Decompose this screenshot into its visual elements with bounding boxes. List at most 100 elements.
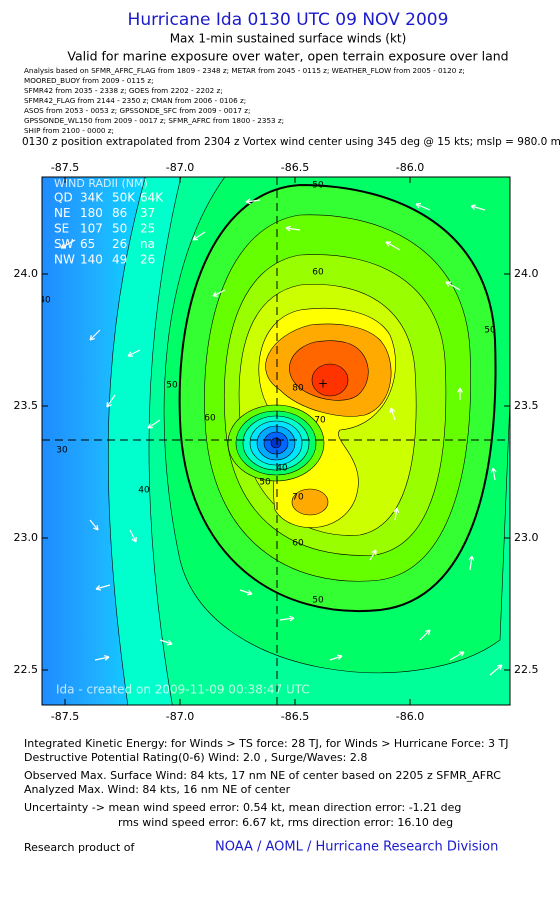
wind-arrow xyxy=(468,555,475,571)
wind-arrow xyxy=(159,639,173,646)
axes: -87.5 -87.5 -87.0 -87.0 -86.5 -86.5 -86.0 -86.0… xyxy=(14,161,539,723)
wind-arrow xyxy=(212,289,226,297)
max-marker: + xyxy=(318,377,328,391)
footer: Integrated Kinetic Energy: for Winds > T… xyxy=(24,737,509,829)
wind-arrow xyxy=(245,198,261,205)
contour-labels: 50 60 50 60 70 80 40 50 70 60 50 50 40 30 40 xyxy=(39,181,496,606)
radii-cell: SE xyxy=(54,222,69,236)
org[interactable]: NOAA / AOML / Hurricane Research Divisio… xyxy=(215,840,498,855)
wind-arrow xyxy=(95,584,111,591)
position-note: 0130 z position extrapolated from 2304 z… xyxy=(22,136,560,148)
wind-arrow xyxy=(285,225,301,232)
contour-label: 60 xyxy=(204,414,216,424)
y-tick-label: 23.5 xyxy=(514,399,539,412)
radii-cell: 26 xyxy=(112,237,127,251)
wind-arrow xyxy=(369,549,377,561)
radii-cell: NE xyxy=(54,206,71,220)
source-line: GPSSONDE_WL150 from 2009 - 0017 z; SFMR_… xyxy=(24,116,284,125)
y-tick-label: 23.0 xyxy=(14,531,39,544)
wind-arrow xyxy=(94,655,110,661)
wind-arrow xyxy=(419,629,431,641)
y-tick-label: 23.0 xyxy=(514,531,539,544)
contour-label: 30 xyxy=(56,446,68,456)
radii-cell: 25 xyxy=(140,222,155,236)
source-line: ASOS from 2053 - 0053 z; GPSSONDE_SFC fr… xyxy=(24,106,250,115)
contour-label: 50 xyxy=(166,381,178,391)
radii-cell: SW xyxy=(54,237,74,251)
wind-radii-table: WIND RADII (NM)QD 34K 50K 64K NE 180 86 37 SE 107… xyxy=(54,177,164,267)
region-75-south xyxy=(291,488,329,516)
contour-label: 50 xyxy=(312,181,324,191)
y-tick-label: 22.5 xyxy=(514,663,539,676)
radii-cell: 107 xyxy=(80,222,103,236)
source-line: MOORED_BUOY from 2009 - 0115 z; xyxy=(24,76,154,85)
contour-label: 70 xyxy=(292,493,304,503)
contour-label: 40 xyxy=(276,464,288,474)
radii-cell: 34K xyxy=(80,191,104,205)
contour-label: 50 xyxy=(484,326,496,336)
wind-arrow xyxy=(60,239,76,249)
wind-arrow xyxy=(385,241,401,251)
wind-arrow xyxy=(457,387,463,400)
wind-arrow xyxy=(192,231,206,241)
footer-line: Uncertainty -> mean wind speed error: 0.… xyxy=(24,801,461,814)
wind-arrow xyxy=(445,281,461,291)
wind-arrow xyxy=(279,615,295,622)
wind-arrow xyxy=(389,407,396,421)
source-line: Analysis based on SFMR_AFRC_FLAG from 18… xyxy=(24,66,465,75)
wind-arrow xyxy=(329,654,343,661)
contour-label: 40 xyxy=(138,486,150,496)
wind-vectors xyxy=(60,198,503,676)
contour-label: 40 xyxy=(39,296,51,306)
wind-arrow xyxy=(415,202,431,211)
contour-label: 60 xyxy=(292,539,304,549)
wind-arrow xyxy=(127,349,141,357)
radii-cell: 50K xyxy=(112,191,136,205)
radii-cell: 65 xyxy=(80,237,95,251)
radii-title: WIND RADII (NM) xyxy=(54,177,148,190)
source-line: SFMR42_FLAG from 2144 - 2350 z; CMAN fro… xyxy=(24,96,246,105)
wind-arrow xyxy=(239,589,253,596)
x-tick-label: -86.0 xyxy=(396,710,424,723)
x-tick-label: -87.5 xyxy=(51,710,79,723)
radii-cell: QD xyxy=(54,191,73,205)
contour-label: 50 xyxy=(312,596,324,606)
radii-cell: 26 xyxy=(140,253,155,267)
wind-arrow xyxy=(89,519,99,531)
wind-arrow xyxy=(89,329,101,341)
contour-label: 80 xyxy=(292,384,304,394)
contour-label: 50 xyxy=(259,478,271,488)
radii-cell: 140 xyxy=(80,253,103,267)
wind-field: + 50 60 50 60 70 80 40 50 70 60 50 50 40 30 40 xyxy=(39,177,510,705)
credit: Research product of xyxy=(24,841,135,854)
source-line: SHIP from 2100 - 0000 z; xyxy=(24,126,114,135)
footer-line: Integrated Kinetic Energy: for Winds > T… xyxy=(24,737,509,750)
radii-cell: 86 xyxy=(112,206,127,220)
y-tick-label: 22.5 xyxy=(14,663,39,676)
footer-line: Analyzed Max. Wind: 84 kts, 16 nm NE of … xyxy=(24,783,291,796)
source-line: SFMR42 from 2035 - 2338 z; GOES from 220… xyxy=(24,86,223,95)
radii-cell: 64K xyxy=(140,191,164,205)
wind-arrow xyxy=(470,204,486,211)
radii-cell: na xyxy=(140,237,155,251)
radii-cell: 49 xyxy=(112,253,127,267)
radii-cell: 180 xyxy=(80,206,103,220)
radii-cell: 50 xyxy=(112,222,127,236)
y-tick-label: 23.5 xyxy=(14,399,39,412)
source-list: Analysis based on SFMR_AFRC_FLAG from 18… xyxy=(24,66,465,135)
x-tick-label: -86.5 xyxy=(281,710,309,723)
watermark: Ida - created on 2009-11-09 00:38:47 UTC xyxy=(56,683,310,697)
x-tick-label: -87.0 xyxy=(166,161,194,174)
wind-arrow xyxy=(393,507,400,521)
wind-arrow xyxy=(129,529,137,543)
wind-arrow xyxy=(490,467,497,481)
y-tick-label: 24.0 xyxy=(514,267,539,280)
subtitle: Max 1-min sustained surface winds (kt) xyxy=(170,32,407,46)
footer-line: Observed Max. Surface Wind: 84 kts, 17 n… xyxy=(24,769,501,782)
contour-label: 60 xyxy=(312,268,324,278)
wind-arrow xyxy=(449,651,465,661)
x-tick-label: -86.5 xyxy=(281,161,309,174)
title: Hurricane Ida 0130 UTC 09 NOV 2009 xyxy=(128,10,449,30)
